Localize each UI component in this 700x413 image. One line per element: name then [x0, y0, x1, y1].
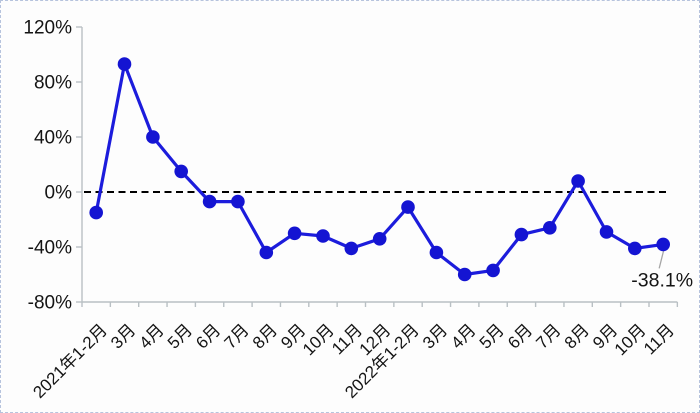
data-point-marker	[571, 174, 585, 188]
x-axis-label: 8月	[249, 320, 281, 352]
x-axis-label: 2021年1-2月	[29, 320, 111, 402]
data-point-marker	[316, 229, 330, 243]
data-point-marker	[287, 226, 302, 241]
x-axis-label: 7月	[221, 320, 253, 352]
x-axis-label: 11月	[640, 320, 678, 358]
data-point-marker	[202, 194, 217, 209]
data-point-marker	[117, 57, 132, 71]
y-axis-label: 0%	[45, 183, 73, 204]
data-point-marker	[514, 227, 529, 242]
data-point-marker	[457, 267, 472, 282]
x-axis-label: 5月	[476, 320, 508, 352]
data-point-marker	[628, 241, 642, 256]
annotation-leader-line	[658, 248, 665, 269]
data-point-marker	[231, 194, 245, 209]
x-axis-label: 6月	[504, 320, 536, 352]
x-axis-label: 5月	[164, 320, 196, 352]
data-point-marker	[259, 245, 274, 260]
y-axis-label: -40%	[28, 238, 72, 259]
y-axis-label: 40%	[34, 128, 72, 149]
x-axis-label: 4月	[136, 320, 168, 352]
data-point-marker	[486, 263, 500, 278]
x-axis-label: 3月	[419, 320, 451, 352]
x-axis-label: 11月	[328, 320, 366, 358]
data-point-marker	[599, 225, 614, 239]
y-axis-label: -80%	[28, 293, 72, 314]
x-axis-label: 6月	[192, 320, 224, 352]
data-point-marker	[174, 164, 188, 179]
x-axis-label: 4月	[447, 320, 479, 352]
data-point-marker	[89, 205, 103, 220]
x-axis-label: 3月	[107, 320, 139, 352]
data-point-marker	[656, 237, 670, 252]
x-axis-label: 7月	[532, 320, 564, 352]
y-axis-label: 80%	[34, 73, 72, 94]
data-point-marker	[429, 245, 444, 260]
data-point-marker	[543, 221, 557, 235]
last-point-value-label: -38.1%	[631, 269, 693, 291]
x-axis-label: 8月	[561, 320, 593, 352]
data-point-marker	[146, 130, 160, 144]
data-point-marker	[401, 200, 415, 214]
data-point-marker	[344, 241, 359, 256]
data-point-marker	[372, 232, 387, 246]
y-axis-label: 120%	[23, 18, 72, 39]
